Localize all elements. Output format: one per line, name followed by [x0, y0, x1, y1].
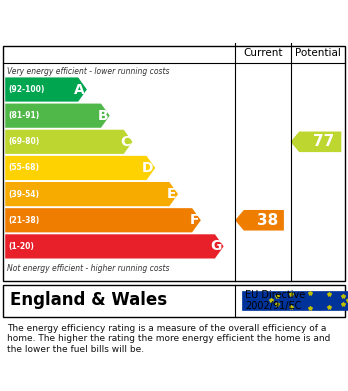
- Text: F: F: [190, 213, 199, 227]
- Text: Energy Efficiency Rating: Energy Efficiency Rating: [10, 11, 258, 30]
- Text: A: A: [74, 83, 85, 97]
- Text: Potential: Potential: [295, 48, 340, 58]
- Text: England & Wales: England & Wales: [10, 291, 168, 309]
- Text: (1-20): (1-20): [9, 242, 34, 251]
- Polygon shape: [5, 234, 224, 258]
- Text: (92-100): (92-100): [9, 85, 45, 94]
- Text: D: D: [142, 161, 153, 175]
- Text: (81-91): (81-91): [9, 111, 40, 120]
- Text: Current: Current: [243, 48, 283, 58]
- Text: (55-68): (55-68): [9, 163, 40, 172]
- Polygon shape: [5, 104, 110, 128]
- Text: Not energy efficient - higher running costs: Not energy efficient - higher running co…: [7, 264, 169, 273]
- Polygon shape: [5, 77, 87, 102]
- Text: E: E: [167, 187, 176, 201]
- Text: 38: 38: [257, 213, 278, 228]
- Text: 77: 77: [313, 135, 334, 149]
- Text: G: G: [211, 239, 222, 253]
- Text: (21-38): (21-38): [9, 216, 40, 225]
- Text: B: B: [97, 109, 108, 123]
- Text: (39-54): (39-54): [9, 190, 40, 199]
- Polygon shape: [5, 130, 133, 154]
- Polygon shape: [5, 182, 178, 206]
- Text: C: C: [120, 135, 131, 149]
- Text: (69-80): (69-80): [9, 137, 40, 146]
- Polygon shape: [5, 208, 201, 232]
- Polygon shape: [5, 156, 155, 180]
- Text: EU Directive
2002/91/EC: EU Directive 2002/91/EC: [245, 290, 306, 311]
- Bar: [242, 291, 348, 310]
- Polygon shape: [235, 210, 284, 231]
- Text: The energy efficiency rating is a measure of the overall efficiency of a home. T: The energy efficiency rating is a measur…: [7, 324, 330, 354]
- Polygon shape: [291, 131, 341, 152]
- Text: Very energy efficient - lower running costs: Very energy efficient - lower running co…: [7, 67, 169, 76]
